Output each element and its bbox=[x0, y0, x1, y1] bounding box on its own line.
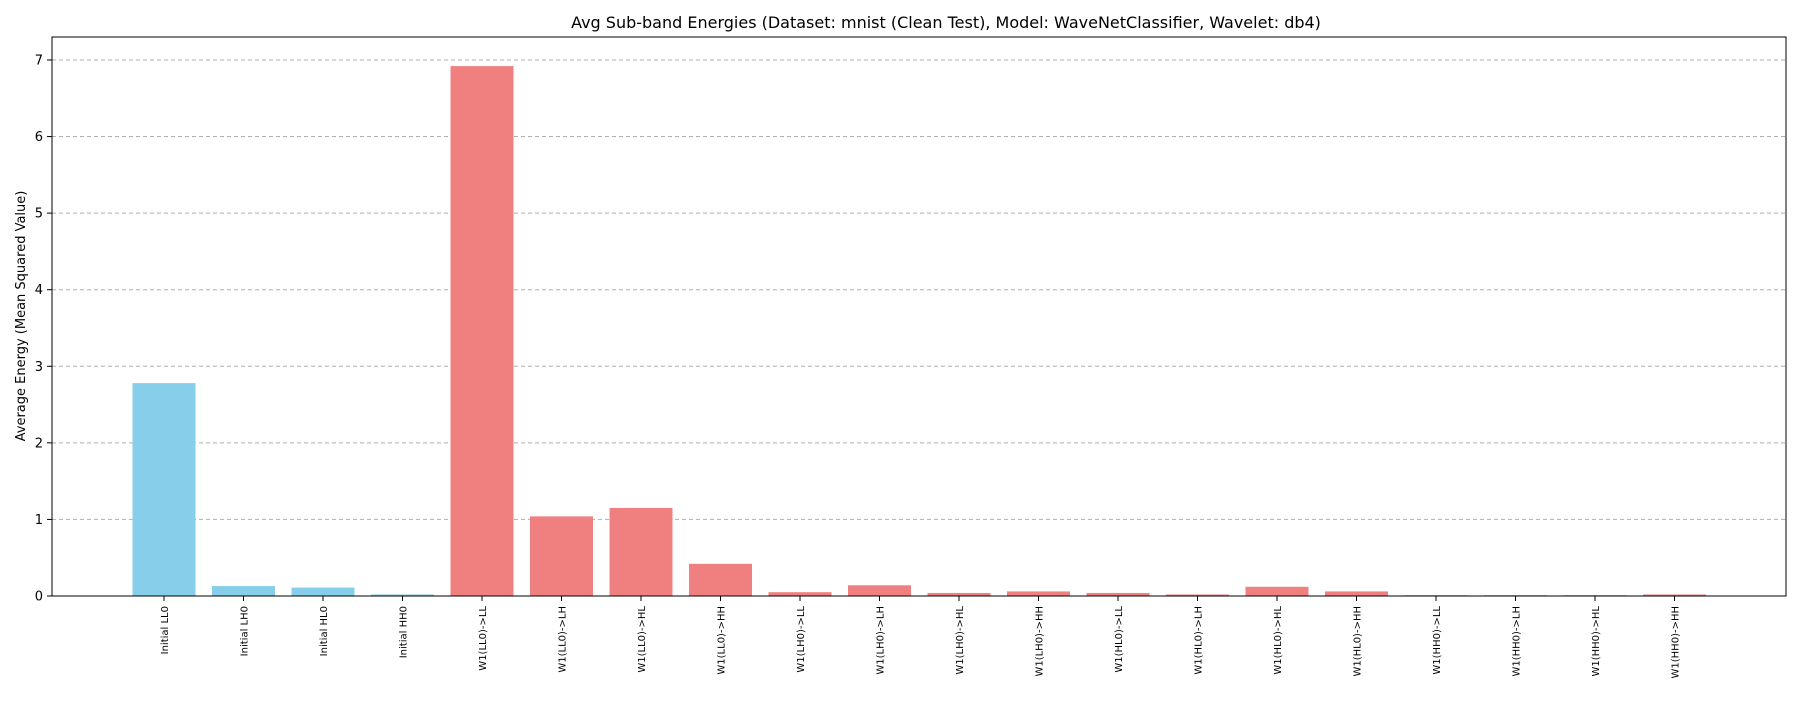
bar bbox=[1643, 594, 1706, 596]
x-tick-label: Initial HL0 bbox=[319, 606, 330, 656]
x-tick-label: Initial HH0 bbox=[399, 606, 410, 658]
bar bbox=[768, 592, 832, 596]
x-tick-label: W1(LH0)->LL bbox=[796, 606, 807, 673]
y-tick-label: 0 bbox=[35, 590, 43, 605]
x-tick-label: W1(HH0)->HL bbox=[1591, 606, 1602, 677]
x-tick-label: W1(HH0)->LH bbox=[1512, 606, 1523, 677]
axes: 0 1 2 3 4 5 6 7 Initial LL0 Initial LH0 Initial HL… bbox=[35, 36, 1787, 678]
chart-title: Avg Sub-band Energies (Dataset: mnist (C… bbox=[571, 13, 1321, 32]
bar bbox=[927, 592, 991, 596]
bar bbox=[212, 586, 275, 596]
x-tick-label: W1(HL0)->HH bbox=[1353, 606, 1364, 677]
bar bbox=[371, 594, 434, 596]
bar bbox=[1166, 594, 1229, 596]
x-tick-label: W1(LH0)->LH bbox=[876, 606, 887, 675]
x-tick-label: Initial LL0 bbox=[160, 606, 171, 654]
bar bbox=[1245, 586, 1309, 596]
plot-frame bbox=[51, 36, 1787, 597]
bar bbox=[1086, 592, 1150, 596]
bar bbox=[1007, 591, 1070, 596]
y-tick-label: 6 bbox=[35, 130, 43, 145]
bar bbox=[450, 66, 514, 596]
x-tick-label: W1(LL0)->LH bbox=[558, 606, 569, 673]
x-tick-label: W1(LL0)->HH bbox=[717, 606, 728, 675]
y-tick-label: 4 bbox=[35, 283, 43, 298]
y-tick-label: 7 bbox=[35, 53, 43, 68]
bar bbox=[689, 563, 752, 596]
bar bbox=[848, 585, 911, 596]
x-tick-label: W1(LL0)->LL bbox=[478, 606, 489, 671]
bar bbox=[609, 507, 673, 596]
x-tick-label: W1(HL0)->LH bbox=[1194, 606, 1205, 675]
y-tick-label: 3 bbox=[35, 360, 43, 375]
x-tick-label: W1(HL0)->LL bbox=[1114, 606, 1125, 673]
y-axis-label: Average Energy (Mean Squared Value) bbox=[14, 191, 29, 442]
x-tick-label: W1(LH0)->HH bbox=[1035, 606, 1046, 677]
y-tick-label: 2 bbox=[35, 436, 43, 451]
x-tick-label: W1(HH0)->HH bbox=[1671, 606, 1682, 678]
bar bbox=[291, 587, 355, 596]
bar bbox=[1325, 591, 1388, 596]
x-tick-label: Initial LH0 bbox=[240, 606, 251, 656]
x-tick-label: W1(LH0)->HL bbox=[955, 606, 966, 675]
x-tick-label: W1(HH0)->LL bbox=[1432, 606, 1443, 675]
x-tick-label: W1(LL0)->HL bbox=[637, 606, 648, 673]
x-tick-label: W1(HL0)->HL bbox=[1273, 606, 1284, 675]
gridlines bbox=[52, 59, 1786, 597]
bar bbox=[132, 383, 196, 596]
y-tick-label: 5 bbox=[35, 207, 43, 222]
y-tick-label: 1 bbox=[35, 513, 43, 528]
bar bbox=[530, 516, 593, 596]
bars bbox=[132, 66, 1706, 597]
